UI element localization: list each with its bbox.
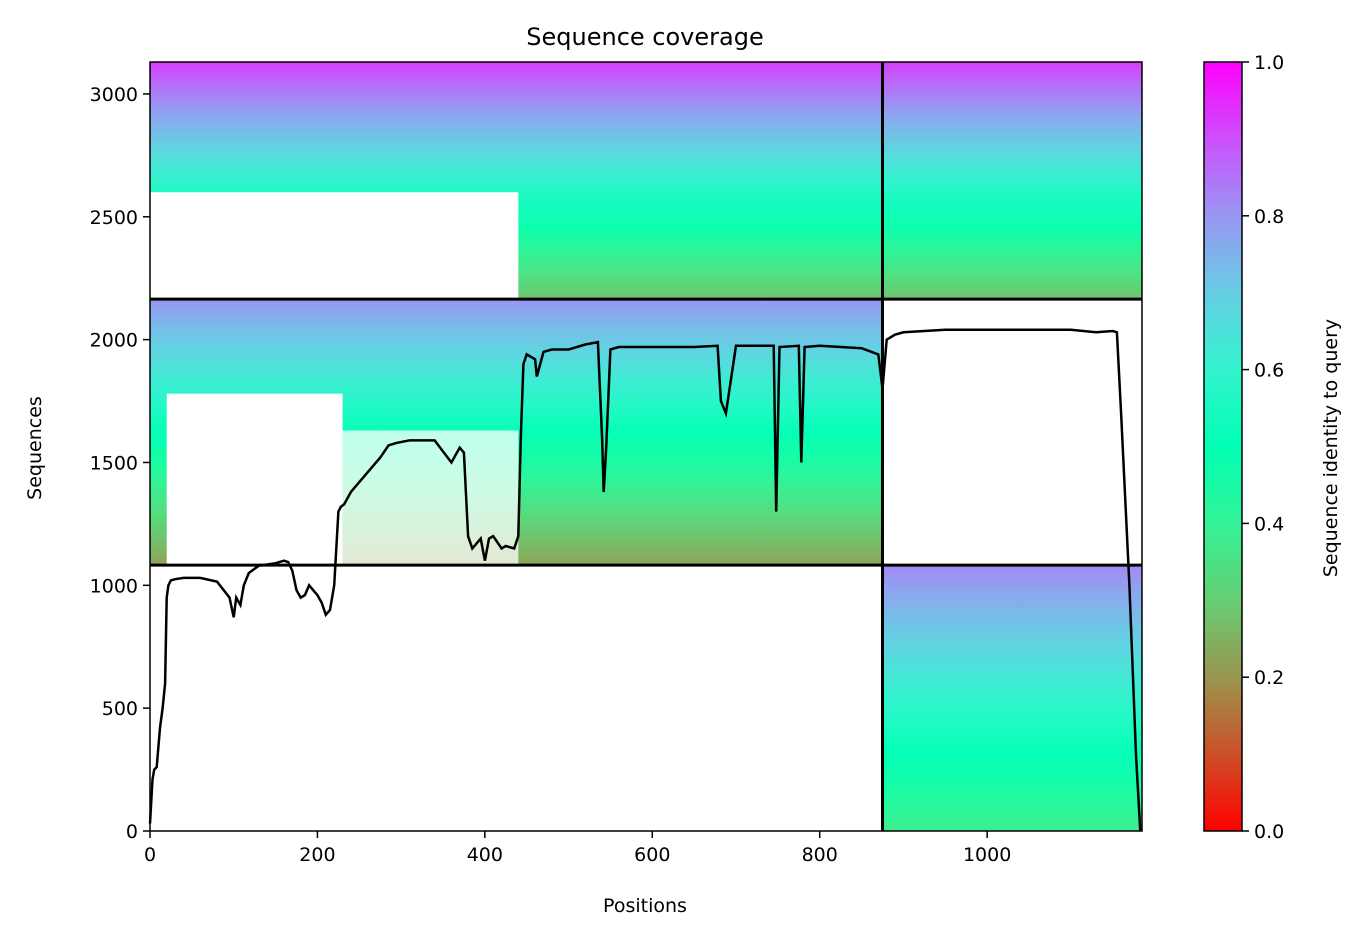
x-tick-label: 0 <box>144 844 156 866</box>
colorbar-tick-label: 0.0 <box>1254 821 1284 843</box>
coverage-gap <box>166 393 343 566</box>
coverage-block <box>882 565 1142 831</box>
y-axis-label: Sequences <box>24 396 46 500</box>
x-tick-label: 200 <box>299 844 335 866</box>
colorbar-tick-label: 0.6 <box>1254 360 1284 382</box>
colorbar: 0.0 0.2 0.4 0.6 0.8 1.0 <box>1203 52 1284 843</box>
colorbar-label: Sequence identity to query <box>1320 319 1342 577</box>
x-tick-label: 1000 <box>963 844 1011 866</box>
coverage-gap <box>342 430 519 566</box>
colorbar-tick-label: 1.0 <box>1254 52 1284 74</box>
x-tick-label: 600 <box>634 844 670 866</box>
y-tick-label: 2000 <box>90 330 138 352</box>
colorbar-tick-label: 0.2 <box>1254 667 1284 689</box>
y-tick-label: 0 <box>126 821 138 843</box>
plot-frame <box>149 61 1143 832</box>
y-tick-label: 1500 <box>90 452 138 474</box>
y-tick-label: 2500 <box>90 207 138 229</box>
colorbar-tick-label: 0.8 <box>1254 206 1284 228</box>
colorbar-gradient <box>1203 61 1243 832</box>
x-axis-label: Positions <box>603 895 687 917</box>
coverage-line <box>148 328 1142 832</box>
y-tick-label: 1000 <box>90 575 138 597</box>
plot-area <box>148 62 1142 832</box>
y-tick-label: 3000 <box>90 84 138 106</box>
axes: 0 200 400 600 800 1000 0 500 1000 1500 2000 2500 300… <box>90 61 1143 866</box>
x-tick-label: 400 <box>467 844 503 866</box>
colorbar-tick-label: 0.4 <box>1254 513 1284 535</box>
x-tick-label: 800 <box>802 844 838 866</box>
chart-title: Sequence coverage <box>526 23 763 51</box>
coverage-gap <box>150 192 519 300</box>
y-tick-label: 500 <box>102 698 138 720</box>
